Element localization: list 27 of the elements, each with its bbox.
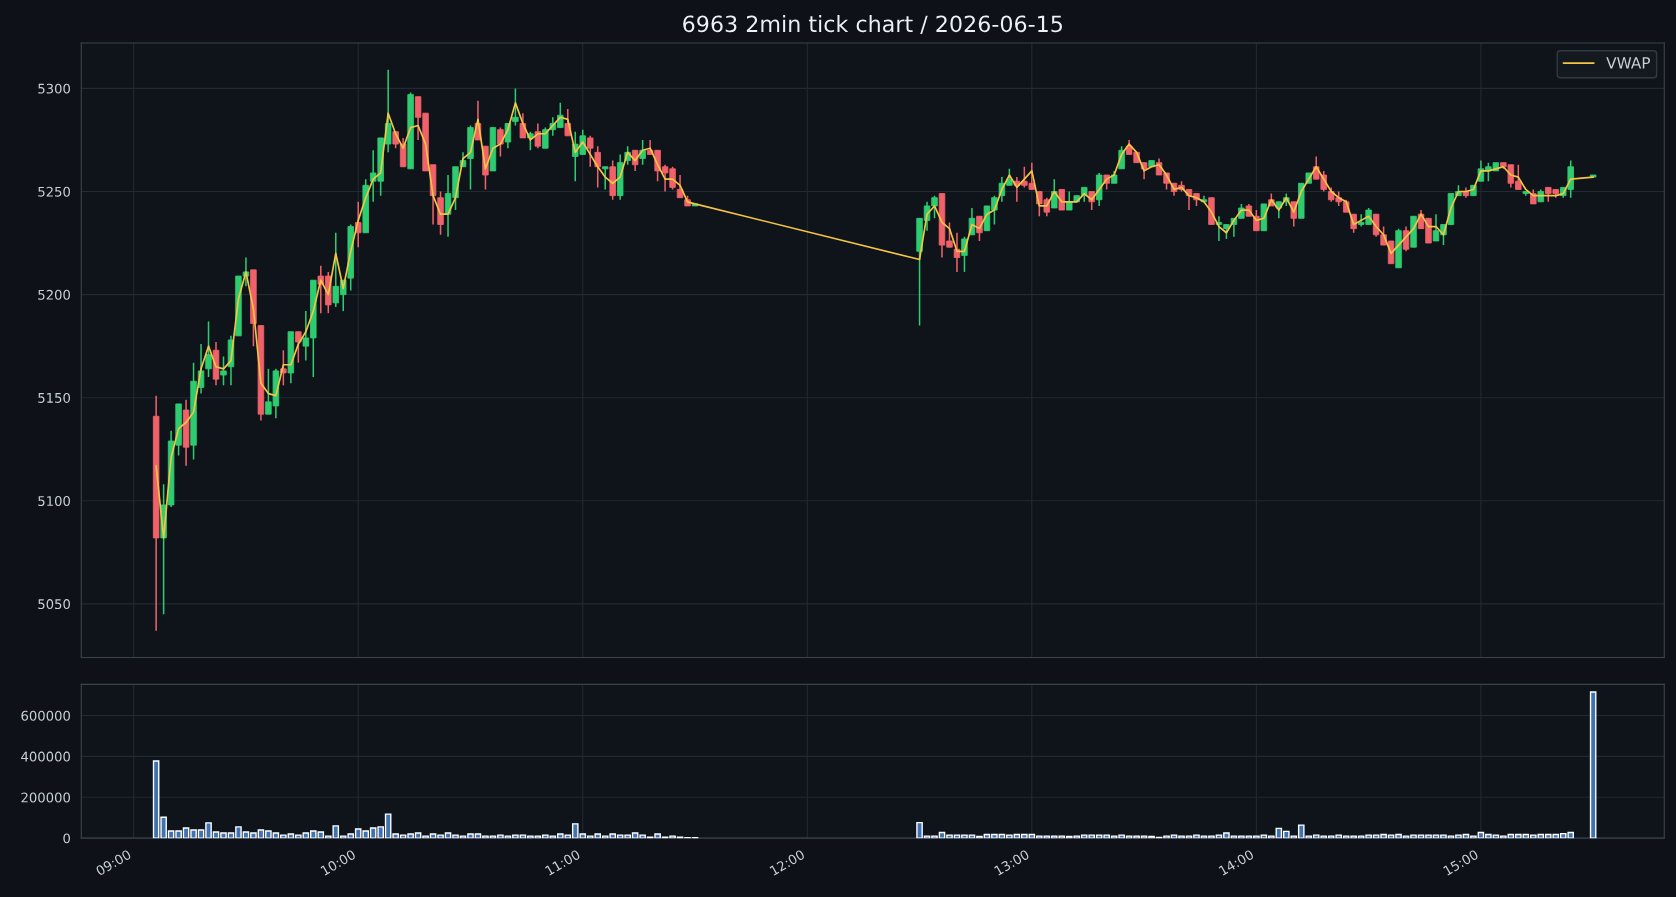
candlestick	[534, 122, 542, 149]
y-tick-label: 0	[63, 833, 70, 844]
candlestick	[295, 330, 302, 364]
y-tick-label: 600000	[21, 710, 70, 721]
line-series	[155, 102, 1594, 539]
legend-label: VWAP	[1606, 57, 1650, 69]
candlestick	[512, 87, 519, 127]
y-tick-label: 5100	[38, 496, 70, 506]
candlestick	[976, 215, 983, 242]
candlestick	[587, 135, 594, 168]
candlestick	[205, 320, 212, 378]
y-tick-label: 5050	[38, 599, 70, 610]
candlestick	[601, 166, 609, 191]
candlestick	[497, 126, 504, 158]
y-tick-label: 5200	[38, 289, 70, 300]
chart-title: 6963 2min tick chart / 2026-06-15	[683, 15, 1062, 35]
y-tick-label: 5150	[38, 392, 70, 403]
y-tick-label: 400000	[21, 751, 70, 762]
bar	[1589, 691, 1597, 839]
candlestick	[594, 145, 601, 189]
candlestick	[399, 137, 407, 168]
candlestick	[220, 355, 227, 387]
candlestick	[676, 174, 684, 199]
y-tick-label: 200000	[21, 792, 70, 803]
candlestick	[1066, 190, 1073, 211]
y-tick-label: 5300	[38, 83, 70, 94]
y-tick-label: 5250	[38, 186, 70, 197]
